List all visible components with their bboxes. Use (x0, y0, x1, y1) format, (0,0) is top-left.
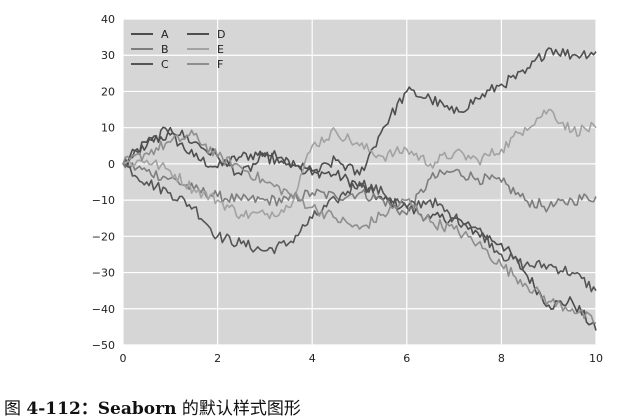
x-tick-label: 10 (589, 352, 603, 365)
x-axis-ticks: 0 2 4 6 8 10 (120, 352, 604, 365)
legend-label-c: C (161, 58, 169, 71)
grid (122, 18, 597, 346)
y-tick-label: 10 (101, 122, 115, 135)
series-line-e (122, 108, 597, 220)
series-line-b (122, 161, 597, 216)
series-line-f (122, 129, 597, 325)
y-tick-label: 40 (101, 13, 115, 26)
caption-suffix: 的默认样式图形 (176, 399, 301, 419)
series-layer (122, 47, 597, 331)
y-tick-label: 20 (101, 85, 115, 98)
series-line-c (122, 163, 597, 293)
legend-label-d: D (217, 28, 225, 41)
y-tick-label: 0 (108, 158, 115, 171)
y-tick-label: 30 (101, 49, 115, 62)
y-tick-label: −40 (92, 303, 115, 316)
legend-label-e: E (217, 43, 224, 56)
x-tick-label: 6 (403, 352, 410, 365)
x-tick-label: 8 (498, 352, 505, 365)
caption-bold-word: Seaborn (97, 399, 177, 419)
legend-label-b: B (161, 43, 169, 56)
y-tick-label: −30 (92, 267, 115, 280)
caption-prefix: 图 (4, 399, 27, 419)
legend: ABC DEF (131, 28, 225, 71)
x-tick-label: 2 (214, 352, 221, 365)
legend-label-f: F (217, 58, 223, 71)
caption-number: 4-112： (26, 399, 98, 419)
y-tick-label: −20 (92, 230, 115, 243)
y-axis-ticks: 40 30 20 10 0 −10 −20 −30 −40 −50 (92, 13, 115, 352)
y-tick-label: −10 (92, 194, 115, 207)
line-chart: 40 30 20 10 0 −10 −20 −30 −40 −50 0 2 4 6 8 10 ABC DEF (92, 13, 604, 365)
series-line-d (122, 47, 597, 176)
y-tick-label: −50 (92, 339, 115, 352)
x-tick-label: 0 (120, 352, 127, 365)
legend-label-a: A (161, 28, 169, 41)
figure-caption: 图 4-112：Seaborn 的默认样式图形 (4, 394, 301, 419)
x-tick-label: 4 (309, 352, 316, 365)
